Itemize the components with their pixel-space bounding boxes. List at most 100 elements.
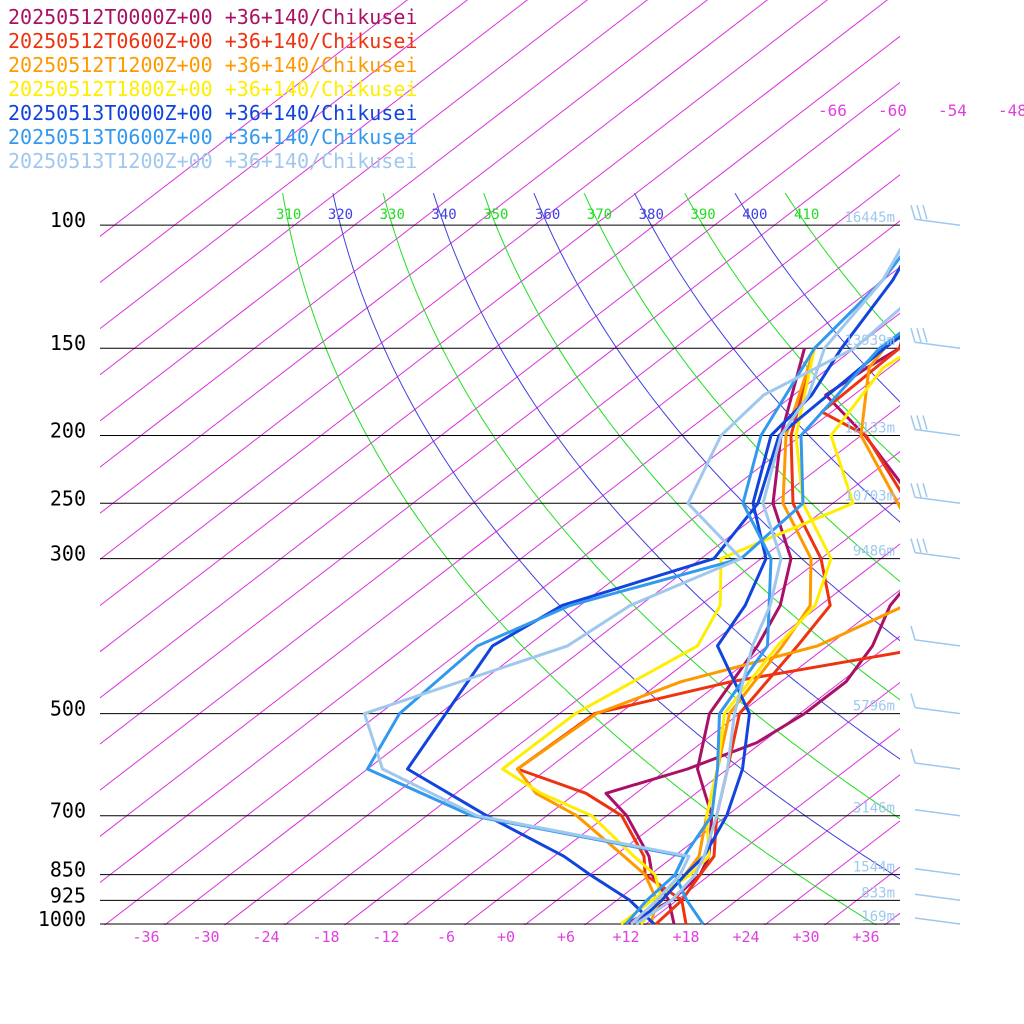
theta-label: 380 (639, 207, 664, 223)
pressure-label: 200 (50, 419, 86, 443)
theta-350-curve (483, 193, 900, 701)
wind-barb (910, 748, 961, 770)
temp-tick-label: +36 (852, 928, 879, 946)
wind-barb-flag (916, 327, 922, 343)
theta-390-curve (684, 192, 900, 464)
series-4-temperature-line (501, 355, 900, 925)
theta-340-curve (432, 193, 900, 760)
isotherm-line (987, 0, 1024, 939)
temp-tick-label: -36 (132, 928, 159, 946)
upper-temp-label: -60 (878, 101, 907, 120)
series-7-dewpoint-line (635, 247, 900, 925)
isotherm-line (100, 220, 900, 837)
theta-370-curve (583, 192, 900, 583)
theta-label: 410 (794, 207, 819, 223)
temp-tick-label: +12 (612, 928, 639, 946)
pressure-label: 250 (50, 486, 86, 510)
wind-barb-staff (914, 867, 961, 876)
pressure-label: 500 (50, 697, 86, 721)
theta-label: 370 (587, 207, 612, 223)
series-5-temperature-line (406, 335, 900, 925)
wind-barb-flag (910, 625, 916, 641)
height-label: 3146m (853, 801, 895, 817)
theta-label: 360 (535, 207, 560, 223)
height-label: 169m (861, 909, 895, 925)
isotherm-line (100, 174, 900, 791)
temp-tick-label: +24 (732, 928, 759, 946)
wind-barb-flag (922, 483, 928, 498)
wind-barb-flag (922, 327, 928, 343)
pressure-label: 850 (50, 858, 86, 882)
isotherm-line (523, 635, 900, 925)
height-label: 10703m (844, 488, 895, 504)
temp-tick-label: +6 (557, 928, 575, 946)
wind-barb (914, 867, 961, 876)
legend-entry: 20250512T1200Z+00 +36+140/Chikusei (8, 53, 417, 77)
wind-barb (910, 693, 961, 715)
pressure-label: 1000 (38, 907, 86, 931)
wind-barb (910, 327, 961, 349)
isotherm-line (283, 451, 900, 925)
isotherm-line (403, 543, 900, 925)
isotherm-line (643, 727, 900, 925)
isotherm-line (100, 0, 829, 561)
isotherm-line (100, 0, 409, 237)
isotherm-line (100, 127, 900, 745)
series-2-dewpoint-line (654, 347, 832, 925)
wind-barb (910, 204, 961, 226)
wind-barb-staff (914, 341, 961, 349)
theta-label: 330 (380, 207, 405, 223)
isotherm-line (223, 404, 900, 925)
legend-entry: 20250513T1200Z+00 +36+140/Chikusei (8, 149, 417, 173)
temp-tick-label: +0 (497, 928, 515, 946)
theta-label: 340 (431, 207, 456, 223)
wind-barb-flag (922, 415, 928, 430)
series-5-dewpoint-line (634, 264, 900, 925)
height-labels: 16445m 13939m 12133m 10703m 9486m 5796m 3146m 1… (844, 210, 895, 925)
sounding-series (363, 247, 900, 925)
isotherm-line (100, 0, 469, 284)
theta-label: 310 (276, 207, 301, 223)
wind-barb-flag (910, 204, 916, 220)
pressure-label: 925 (50, 883, 86, 907)
theta-label: 390 (690, 207, 715, 223)
wind-barb-staff (914, 762, 961, 770)
isotherm-line (463, 589, 900, 925)
theta-curves (282, 192, 900, 925)
height-label: 12133m (844, 421, 895, 437)
wind-barb (914, 808, 961, 817)
isotherm-line (927, 0, 1024, 939)
wind-barb-flag (910, 415, 916, 430)
wind-barb-flag (916, 538, 922, 553)
wind-barb-staff (914, 808, 961, 817)
wind-barb-flag (910, 327, 916, 343)
upper-temp-label: -66 (818, 101, 847, 120)
temp-tick-label: -6 (437, 928, 455, 946)
isotherm-line (100, 0, 769, 514)
temp-tick-label: -24 (252, 928, 279, 946)
isotherm-line (823, 866, 900, 925)
wind-barb (910, 625, 961, 647)
isotherm-line (100, 0, 889, 607)
theta-label: 320 (328, 207, 353, 223)
temp-tick-label: -30 (192, 928, 219, 946)
legend-entry: 20250512T0600Z+00 +36+140/Chikusei (8, 29, 417, 53)
pressure-label: 300 (50, 542, 86, 566)
height-label: 9486m (853, 544, 895, 560)
isotherm-line (100, 266, 900, 884)
isotherm-line (100, 81, 900, 699)
wind-barb-flag (910, 483, 916, 498)
pressure-label: 150 (50, 331, 86, 355)
height-label: 13939m (844, 333, 895, 349)
wind-barb-staff (914, 639, 961, 647)
temp-tick-label: +30 (792, 928, 819, 946)
wind-barb-flag (922, 204, 928, 220)
theta-labels: 310 320 330 340 350 360 370 380 390 400 410 (276, 207, 819, 223)
temp-tick-label: -12 (372, 928, 399, 946)
wind-barb-staff (914, 218, 961, 226)
temp-tick-label: +18 (672, 928, 699, 946)
series-7-temperature-line (363, 306, 900, 925)
wind-barb-staff (914, 893, 961, 902)
height-label: 16445m (844, 210, 895, 226)
